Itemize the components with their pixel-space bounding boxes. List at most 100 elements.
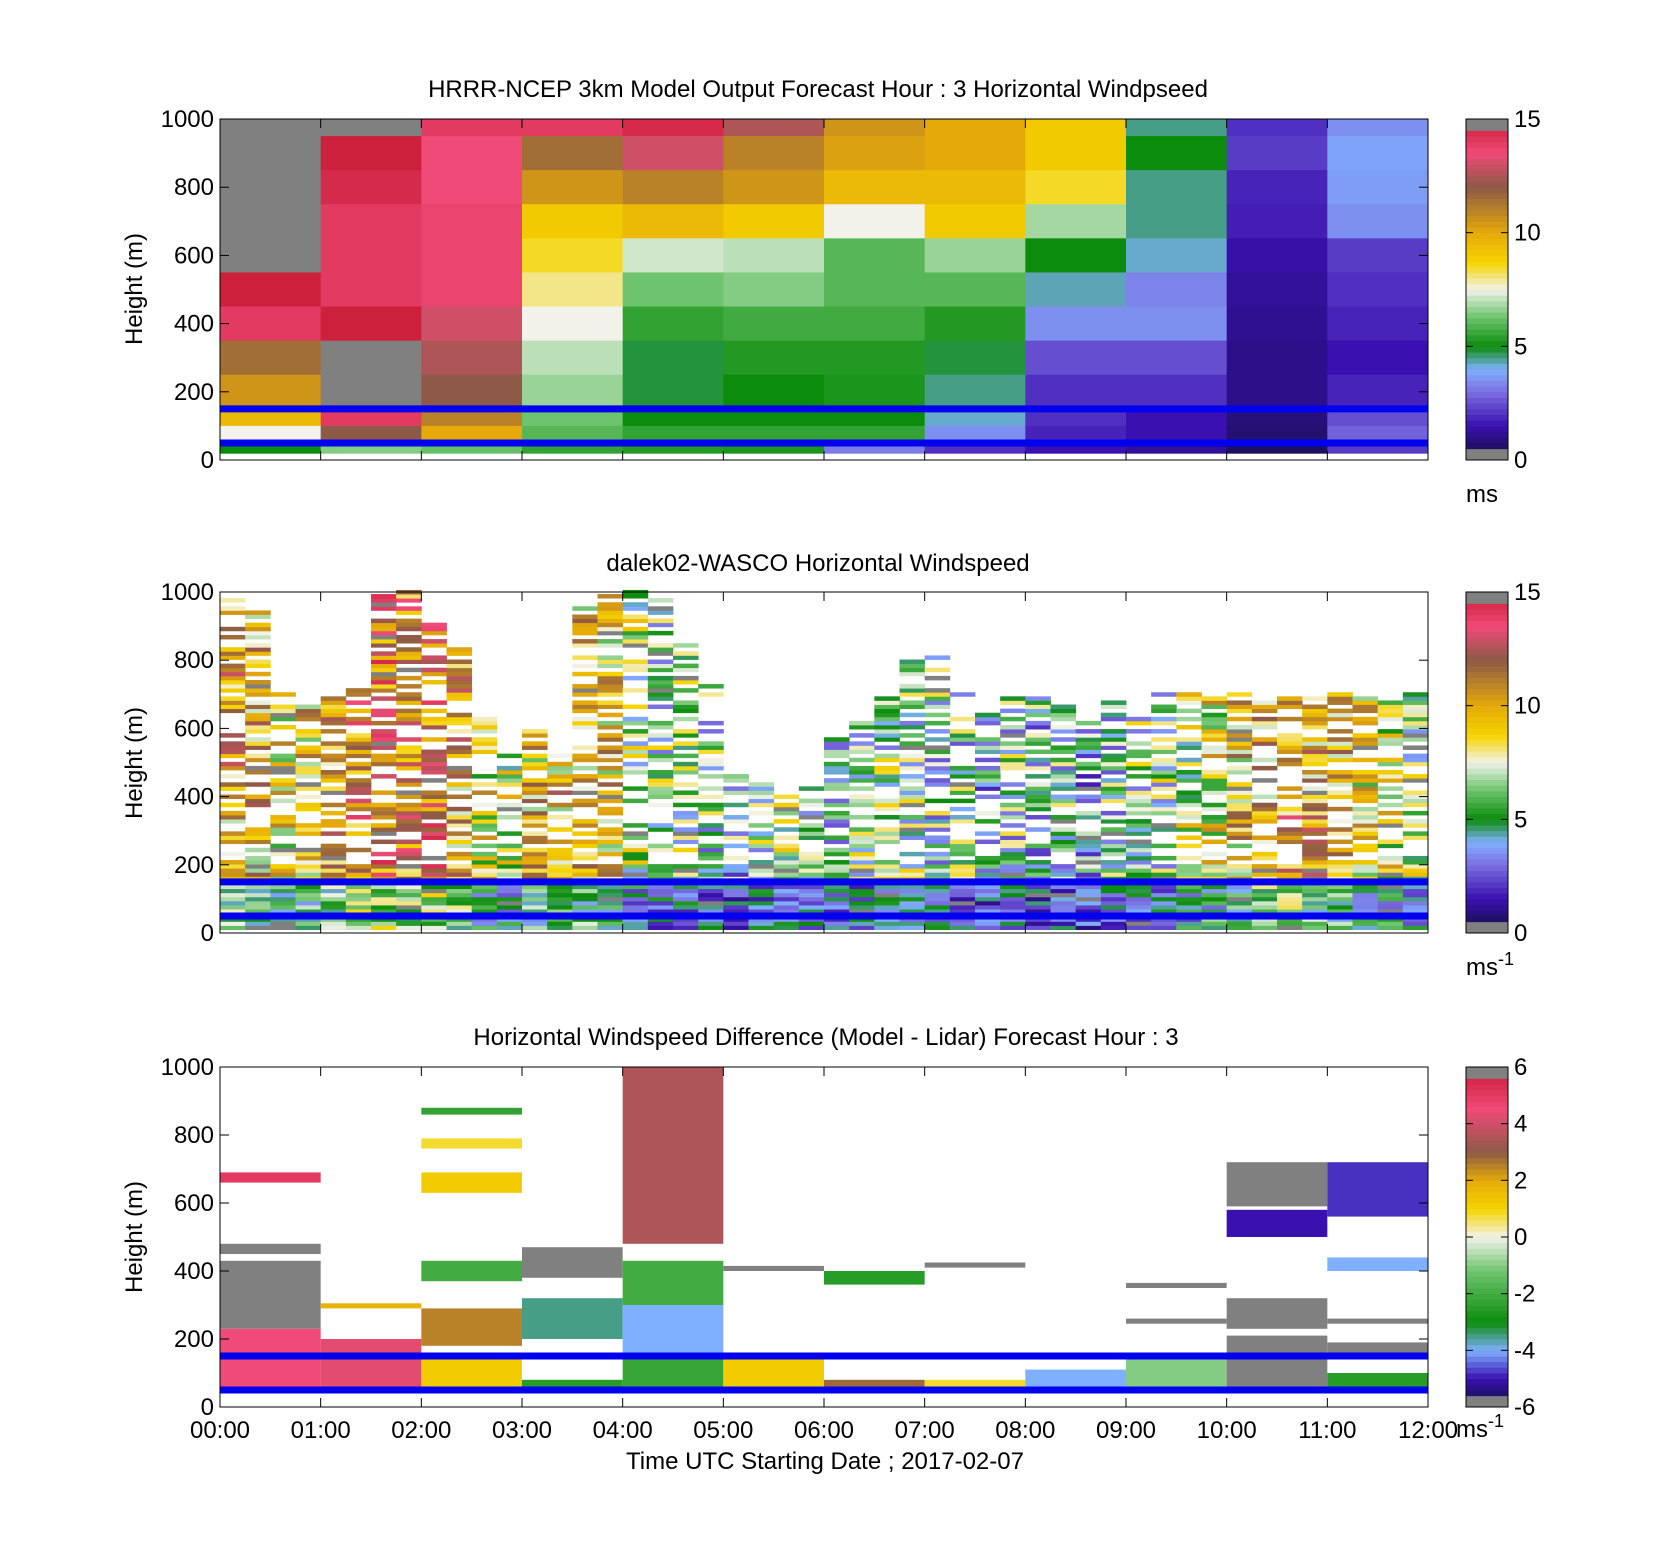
lidar-cell xyxy=(220,782,246,787)
lidar-cell xyxy=(1352,815,1379,820)
colorbar-segment xyxy=(1466,454,1508,461)
lidar-cell xyxy=(1176,815,1202,820)
lidar-cell xyxy=(471,851,498,857)
lidar-cell xyxy=(396,610,422,615)
lidar-cell xyxy=(647,749,674,755)
lidar-cell xyxy=(396,618,422,624)
lidar-cell xyxy=(924,925,951,930)
lidar-cell xyxy=(522,868,548,873)
lidar-cell xyxy=(824,905,850,910)
lidar-cell xyxy=(1402,917,1429,922)
lidar-cell xyxy=(849,925,875,930)
lidar-cell xyxy=(975,741,1001,746)
lidar-cell xyxy=(698,847,724,853)
lidar-cell xyxy=(1050,708,1077,714)
lidar-cell xyxy=(245,917,271,922)
lidar-cell xyxy=(1000,888,1026,894)
lidar-cell xyxy=(673,905,699,910)
lidar-cell xyxy=(295,712,322,718)
lidar-cell xyxy=(320,700,347,705)
lidar-cell xyxy=(698,749,724,755)
colorbar-segment xyxy=(1466,1220,1508,1227)
lidar-cell xyxy=(1226,823,1253,828)
model-cell xyxy=(522,272,624,308)
lidar-cell xyxy=(572,786,598,791)
lidar-cell xyxy=(446,896,473,902)
model-cell xyxy=(924,306,1026,342)
lidar-cell xyxy=(1352,917,1379,922)
colorbar-segment xyxy=(1466,864,1508,871)
lidar-cell xyxy=(1126,806,1152,812)
colorbar-segment xyxy=(1466,609,1508,616)
lidar-cell xyxy=(396,810,422,816)
lidar-cell xyxy=(522,884,548,890)
colorbar-segment xyxy=(1466,813,1508,820)
lidar-cell xyxy=(220,671,246,677)
colorbar-segment xyxy=(1466,677,1508,684)
colorbar-segment xyxy=(1466,859,1508,866)
lidar-cell xyxy=(245,794,271,800)
lidar-cell xyxy=(1075,909,1102,914)
lidar-cell xyxy=(1251,921,1278,926)
lidar-cell xyxy=(220,610,246,615)
lidar-cell xyxy=(949,872,976,877)
lidar-cell xyxy=(446,864,473,869)
lidar-cell xyxy=(622,892,649,898)
lidar-cell xyxy=(949,782,976,787)
lidar-cell xyxy=(748,835,775,840)
lidar-cell xyxy=(824,872,850,877)
lidar-cell xyxy=(572,823,598,828)
lidar-cell xyxy=(622,900,649,906)
lidar-cell xyxy=(1302,884,1328,890)
lidar-cell xyxy=(1025,900,1051,906)
lidar-cell xyxy=(1352,716,1379,722)
lidar-cell xyxy=(547,770,573,775)
lidar-cell xyxy=(245,712,271,718)
lidar-cell xyxy=(949,770,976,775)
lidar-cell xyxy=(849,851,875,857)
lidar-cell xyxy=(1201,749,1228,755)
lidar-cell xyxy=(220,749,246,755)
lidar-cell xyxy=(572,618,598,624)
lidar-cell xyxy=(220,925,246,930)
lidar-cell xyxy=(1352,843,1379,849)
lidar-cell xyxy=(849,724,875,730)
lidar-cell xyxy=(1226,827,1253,832)
model-cell xyxy=(924,408,1026,427)
lidar-cell xyxy=(1025,724,1051,730)
lidar-cell xyxy=(1151,810,1177,816)
lidar-cell xyxy=(295,806,322,812)
lidar-cell xyxy=(748,790,775,795)
lidar-cell xyxy=(1251,905,1278,910)
colorbar-segment xyxy=(1466,1361,1508,1368)
lidar-cell xyxy=(371,602,397,607)
colorbar-segment xyxy=(1466,1106,1508,1113)
lidar-cell xyxy=(1226,892,1253,898)
lidar-cell xyxy=(396,794,422,800)
lidar-cell xyxy=(421,639,447,644)
lidar-cell xyxy=(421,667,447,673)
lidar-cell xyxy=(1251,700,1278,705)
lidar-cell xyxy=(647,630,674,636)
colorbar-segment xyxy=(1466,1231,1508,1238)
colorbar-segment xyxy=(1466,1316,1508,1323)
lidar-cell xyxy=(849,765,875,771)
lidar-cell xyxy=(345,782,372,787)
lidar-cell xyxy=(597,892,624,898)
lidar-cell xyxy=(371,925,397,930)
lidar-cell xyxy=(1201,896,1228,902)
colorbar-segment xyxy=(1466,1254,1508,1261)
lidar-cell xyxy=(1402,761,1429,767)
colorbar-segment xyxy=(1466,614,1508,621)
lidar-cell xyxy=(1302,868,1328,873)
lidar-cell xyxy=(874,733,900,738)
lidar-cell xyxy=(1176,855,1202,861)
lidar-cell xyxy=(899,688,926,693)
lidar-cell xyxy=(396,761,422,767)
lidar-cell xyxy=(975,864,1001,869)
lidar-cell xyxy=(748,925,775,930)
lidar-cell xyxy=(597,900,624,906)
lidar-cell xyxy=(597,884,624,890)
lidar-cell xyxy=(1075,896,1102,902)
lidar-cell xyxy=(1000,872,1026,877)
